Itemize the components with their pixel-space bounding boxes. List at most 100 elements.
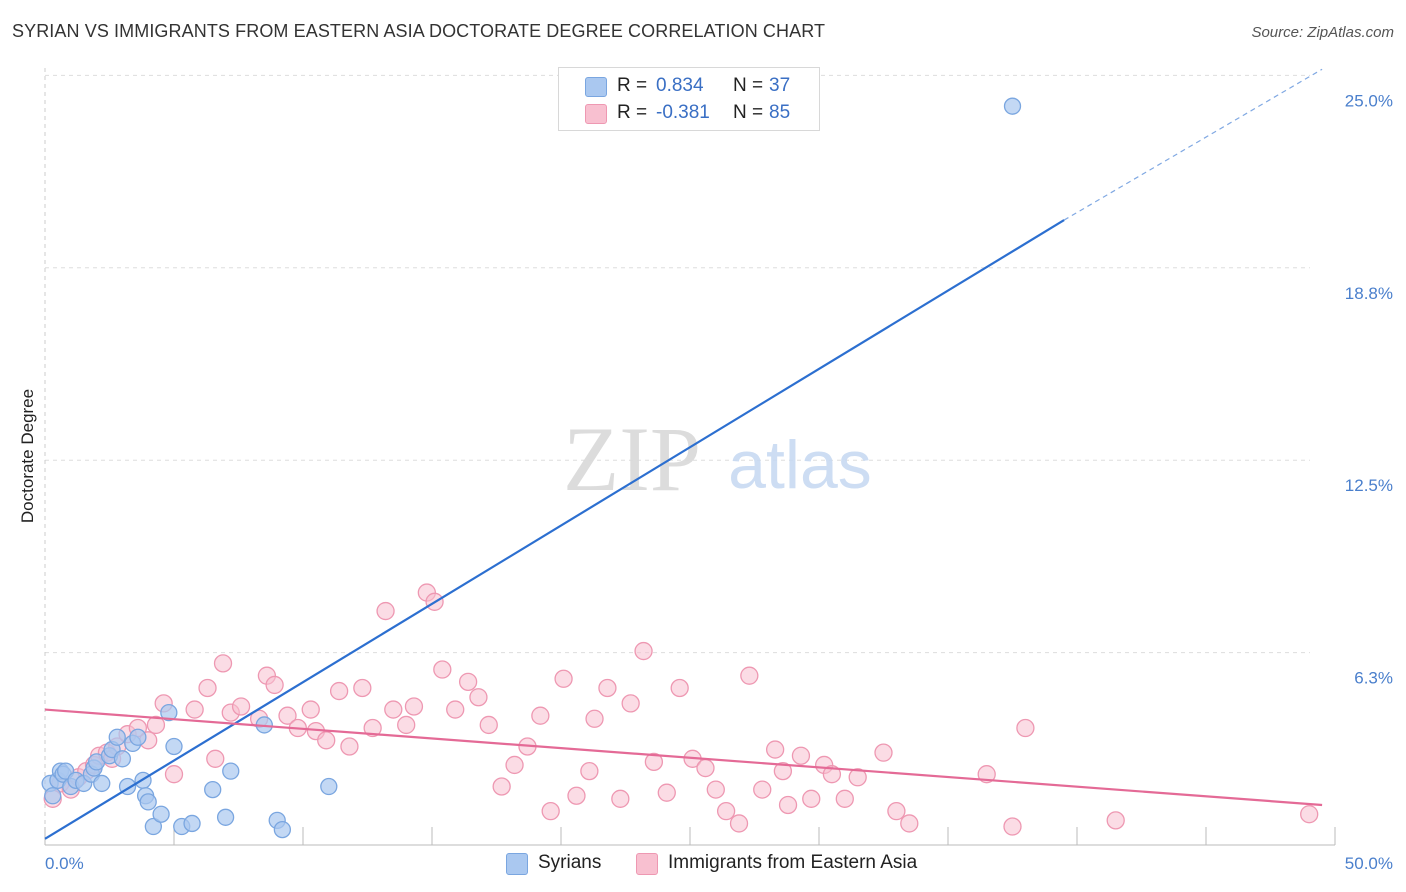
legend-item-eastern-asia[interactable]: Immigrants from Eastern Asia — [636, 850, 946, 878]
data-point-eastern-asia — [716, 801, 736, 821]
data-point-eastern-asia — [585, 709, 604, 728]
data-point-eastern-asia — [874, 743, 893, 762]
data-point-eastern-asia — [977, 765, 996, 784]
data-point-syrians — [165, 737, 183, 756]
data-point-eastern-asia — [198, 678, 217, 698]
data-point-syrians — [273, 820, 292, 839]
data-point-eastern-asia — [802, 789, 821, 808]
correlation-legend: R = 0.834 N = 37 R = -0.381 N = 85 — [558, 67, 820, 131]
data-point-syrians — [152, 805, 170, 823]
chart-title: SYRIAN VS IMMIGRANTS FROM EASTERN ASIA D… — [12, 21, 826, 41]
data-point-syrians — [139, 793, 157, 811]
data-point-eastern-asia — [376, 601, 395, 621]
data-point-eastern-asia — [458, 672, 478, 691]
legend-n-value: 37 — [769, 75, 791, 96]
legend-r-value: -0.381 — [656, 102, 710, 123]
source-label: Source: ZipAtlas.com — [1251, 24, 1394, 41]
watermark: ZIP atlas — [563, 408, 872, 510]
data-point-eastern-asia — [213, 654, 233, 673]
data-point-eastern-asia — [164, 765, 184, 784]
data-point-eastern-asia — [554, 669, 573, 688]
data-point-syrians — [204, 780, 222, 799]
data-point-eastern-asia — [1300, 805, 1319, 824]
data-point-eastern-asia — [541, 801, 560, 821]
watermark-zip: ZIP — [563, 408, 701, 510]
legend-r-value: 0.834 — [656, 75, 704, 96]
y-axis-title: Doctorate Degree — [18, 389, 37, 523]
legend-label-eastern-asia: Immigrants from Eastern Asia — [668, 852, 918, 873]
data-point-syrians — [320, 777, 338, 796]
data-point-eastern-asia — [363, 718, 382, 738]
data-point-eastern-asia — [492, 777, 511, 796]
data-point-syrians — [93, 774, 111, 793]
trend-lines — [44, 68, 1323, 840]
data-point-syrians — [222, 762, 240, 780]
y-tick-label: 6.3% — [1354, 669, 1393, 688]
data-point-eastern-asia — [740, 666, 759, 685]
y-tick-label: 25.0% — [1345, 91, 1393, 110]
data-point-eastern-asia — [185, 700, 204, 719]
data-point-eastern-asia — [706, 780, 725, 799]
data-point-eastern-asia — [397, 715, 416, 735]
data-point-eastern-asia — [567, 786, 586, 805]
data-point-eastern-asia — [479, 715, 498, 735]
trend-line-eastern-asia — [44, 708, 1323, 807]
data-point-eastern-asia — [657, 783, 676, 802]
watermark-atlas: atlas — [728, 427, 872, 503]
data-point-eastern-asia — [634, 641, 653, 661]
trend-line-syrians-extension — [1063, 68, 1323, 221]
legend-r-label: R = — [617, 102, 648, 123]
data-point-eastern-asia — [353, 678, 372, 698]
legend-r-label: R = — [617, 75, 648, 96]
legend-n-label: N = — [733, 102, 764, 123]
data-point-eastern-asia — [778, 795, 798, 815]
legend-label-syrians: Syrians — [538, 852, 602, 873]
data-point-eastern-asia — [765, 740, 785, 759]
x-tick-label: 0.0% — [45, 854, 84, 873]
data-point-syrians — [113, 750, 132, 768]
data-point-eastern-asia — [404, 697, 424, 716]
data-point-syrians — [216, 808, 235, 826]
legend-swatch-eastern-asia — [585, 104, 607, 124]
data-point-eastern-asia — [1016, 718, 1035, 738]
data-point-eastern-asia — [900, 814, 919, 833]
data-point-eastern-asia — [531, 706, 550, 725]
data-point-syrians — [160, 703, 178, 722]
data-point-eastern-asia — [329, 681, 349, 701]
series-eastern-asia-points — [43, 583, 1319, 836]
legend-item-syrians[interactable]: Syrians — [506, 850, 616, 878]
data-point-eastern-asia — [729, 814, 749, 833]
data-point-syrians — [183, 814, 201, 833]
data-point-eastern-asia — [1106, 811, 1125, 830]
data-point-eastern-asia — [469, 688, 488, 707]
data-point-eastern-asia — [598, 678, 617, 698]
data-point-eastern-asia — [231, 697, 251, 716]
data-point-eastern-asia — [301, 700, 320, 719]
data-point-eastern-asia — [848, 768, 867, 787]
data-point-eastern-asia — [265, 675, 284, 695]
data-point-eastern-asia — [773, 761, 793, 781]
legend-swatch-syrians — [585, 77, 607, 97]
data-point-eastern-asia — [384, 700, 403, 719]
series-syrians-points — [41, 97, 1022, 839]
x-tick-label: 50.0% — [1345, 854, 1393, 873]
legend-row-syrians: R = 0.834 N = 37 — [559, 73, 819, 101]
legend-n-value: 85 — [769, 102, 791, 123]
data-point-eastern-asia — [580, 761, 599, 781]
legend-swatch-eastern-asia — [636, 853, 658, 875]
data-point-eastern-asia — [146, 715, 166, 735]
legend-swatch-syrians — [506, 853, 528, 875]
data-point-syrians — [108, 728, 126, 746]
data-point-eastern-asia — [822, 765, 842, 784]
legend-n-label: N = — [733, 75, 764, 96]
data-point-eastern-asia — [621, 694, 640, 713]
trend-line-syrians — [44, 219, 1065, 840]
data-point-eastern-asia — [753, 780, 772, 799]
data-point-eastern-asia — [835, 789, 854, 808]
data-point-eastern-asia — [887, 801, 906, 821]
data-point-eastern-asia — [446, 700, 465, 719]
legend-row-eastern-asia: R = -0.381 N = 85 — [559, 100, 819, 128]
data-point-eastern-asia — [644, 752, 664, 772]
data-point-syrians — [129, 728, 147, 746]
